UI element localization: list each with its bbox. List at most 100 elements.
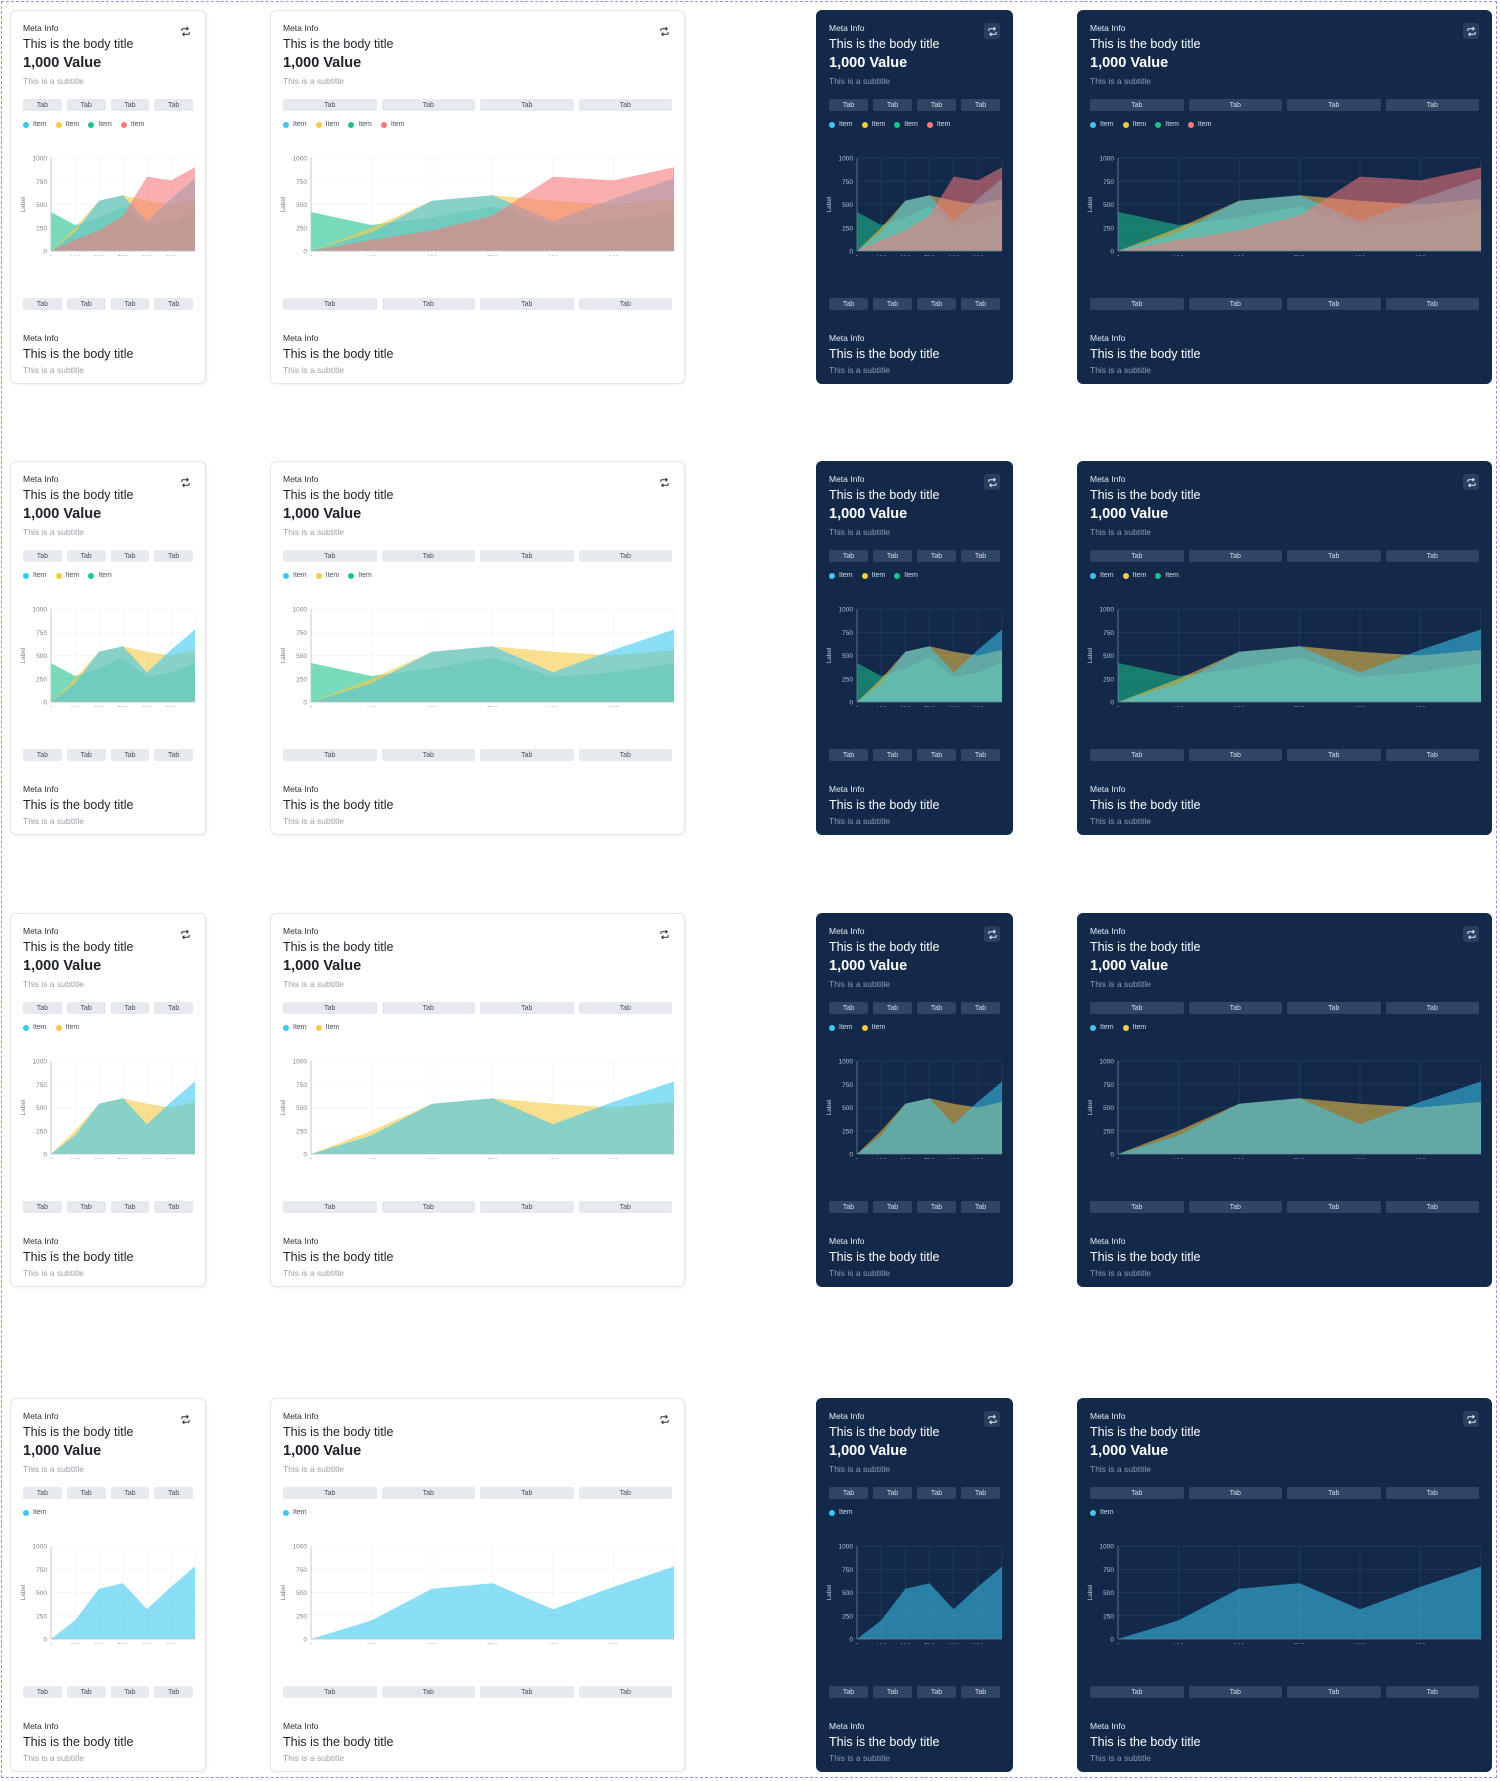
bottom-tab-2[interactable]: Tab bbox=[66, 749, 106, 761]
bottom-tab-4[interactable]: Tab bbox=[154, 298, 193, 310]
legend-item[interactable]: Item bbox=[23, 1509, 47, 1516]
bottom-tab-4[interactable]: Tab bbox=[1385, 298, 1479, 310]
bottom-tab-2[interactable]: Tab bbox=[1188, 1201, 1282, 1213]
legend-item[interactable]: Item bbox=[861, 572, 885, 579]
top-tab-3[interactable]: Tab bbox=[110, 1487, 150, 1499]
legend-item[interactable]: Item bbox=[315, 121, 339, 128]
bottom-tab-3[interactable]: Tab bbox=[1287, 1201, 1381, 1213]
bottom-tab-3[interactable]: Tab bbox=[480, 298, 574, 310]
top-tab-1[interactable]: Tab bbox=[829, 99, 868, 111]
bottom-tab-3[interactable]: Tab bbox=[480, 749, 574, 761]
bottom-tab-3[interactable]: Tab bbox=[480, 1201, 574, 1213]
top-tab-3[interactable]: Tab bbox=[917, 1487, 956, 1499]
top-tab-2[interactable]: Tab bbox=[1188, 550, 1282, 562]
top-tab-2[interactable]: Tab bbox=[1188, 1487, 1282, 1499]
refresh-button[interactable] bbox=[984, 926, 1000, 942]
top-tab-2[interactable]: Tab bbox=[66, 1487, 106, 1499]
refresh-button[interactable] bbox=[177, 474, 193, 490]
legend-item[interactable]: Item bbox=[1090, 121, 1114, 128]
bottom-tab-1[interactable]: Tab bbox=[1090, 298, 1184, 310]
top-tab-3[interactable]: Tab bbox=[480, 550, 574, 562]
bottom-tab-1[interactable]: Tab bbox=[829, 1686, 868, 1698]
bottom-tab-1[interactable]: Tab bbox=[1090, 749, 1184, 761]
legend-item[interactable]: Item bbox=[315, 1024, 339, 1031]
refresh-button[interactable] bbox=[984, 23, 1000, 39]
bottom-tab-3[interactable]: Tab bbox=[917, 298, 956, 310]
legend-item[interactable]: Item bbox=[55, 121, 79, 128]
top-tab-4[interactable]: Tab bbox=[578, 550, 672, 562]
bottom-tab-3[interactable]: Tab bbox=[917, 1686, 956, 1698]
legend-item[interactable]: Item bbox=[829, 1509, 853, 1516]
top-tab-4[interactable]: Tab bbox=[1385, 1487, 1479, 1499]
bottom-tab-2[interactable]: Tab bbox=[381, 749, 475, 761]
top-tab-4[interactable]: Tab bbox=[1385, 1002, 1479, 1014]
top-tab-3[interactable]: Tab bbox=[1287, 1487, 1381, 1499]
bottom-tab-1[interactable]: Tab bbox=[829, 1201, 868, 1213]
top-tab-4[interactable]: Tab bbox=[154, 1002, 193, 1014]
bottom-tab-2[interactable]: Tab bbox=[873, 1201, 912, 1213]
refresh-button[interactable] bbox=[177, 926, 193, 942]
bottom-tab-4[interactable]: Tab bbox=[961, 298, 1000, 310]
bottom-tab-4[interactable]: Tab bbox=[961, 1686, 1000, 1698]
top-tab-3[interactable]: Tab bbox=[1287, 1002, 1381, 1014]
refresh-button[interactable] bbox=[984, 1411, 1000, 1427]
legend-item[interactable]: Item bbox=[120, 121, 145, 128]
bottom-tab-2[interactable]: Tab bbox=[873, 1686, 912, 1698]
refresh-button[interactable] bbox=[1463, 23, 1479, 39]
top-tab-2[interactable]: Tab bbox=[66, 1002, 106, 1014]
bottom-tab-1[interactable]: Tab bbox=[23, 1201, 62, 1213]
bottom-tab-2[interactable]: Tab bbox=[66, 298, 106, 310]
bottom-tab-3[interactable]: Tab bbox=[917, 749, 956, 761]
top-tab-3[interactable]: Tab bbox=[110, 1002, 150, 1014]
refresh-button[interactable] bbox=[177, 23, 193, 39]
refresh-button[interactable] bbox=[1463, 926, 1479, 942]
bottom-tab-1[interactable]: Tab bbox=[23, 298, 62, 310]
top-tab-4[interactable]: Tab bbox=[578, 1487, 672, 1499]
bottom-tab-4[interactable]: Tab bbox=[154, 1201, 193, 1213]
legend-item[interactable]: Item bbox=[23, 572, 47, 579]
bottom-tab-3[interactable]: Tab bbox=[110, 298, 150, 310]
bottom-tab-2[interactable]: Tab bbox=[1188, 298, 1282, 310]
top-tab-4[interactable]: Tab bbox=[1385, 550, 1479, 562]
bottom-tab-4[interactable]: Tab bbox=[578, 1686, 672, 1698]
bottom-tab-1[interactable]: Tab bbox=[283, 1686, 377, 1698]
top-tab-2[interactable]: Tab bbox=[381, 550, 475, 562]
top-tab-2[interactable]: Tab bbox=[1188, 99, 1282, 111]
legend-item[interactable]: Item bbox=[1155, 121, 1179, 128]
legend-item[interactable]: Item bbox=[348, 572, 372, 579]
refresh-button[interactable] bbox=[656, 474, 672, 490]
legend-item[interactable]: Item bbox=[55, 572, 79, 579]
legend-item[interactable]: Item bbox=[88, 121, 112, 128]
legend-item[interactable]: Item bbox=[894, 121, 918, 128]
top-tab-1[interactable]: Tab bbox=[829, 1487, 868, 1499]
top-tab-3[interactable]: Tab bbox=[480, 1002, 574, 1014]
bottom-tab-3[interactable]: Tab bbox=[480, 1686, 574, 1698]
legend-item[interactable]: Item bbox=[1155, 572, 1179, 579]
top-tab-1[interactable]: Tab bbox=[23, 1487, 62, 1499]
top-tab-4[interactable]: Tab bbox=[154, 550, 193, 562]
bottom-tab-2[interactable]: Tab bbox=[873, 749, 912, 761]
top-tab-1[interactable]: Tab bbox=[23, 550, 62, 562]
bottom-tab-2[interactable]: Tab bbox=[1188, 1686, 1282, 1698]
top-tab-4[interactable]: Tab bbox=[961, 99, 1000, 111]
bottom-tab-3[interactable]: Tab bbox=[1287, 298, 1381, 310]
legend-item[interactable]: Item bbox=[1122, 572, 1146, 579]
legend-item[interactable]: Item bbox=[829, 572, 853, 579]
bottom-tab-4[interactable]: Tab bbox=[154, 749, 193, 761]
top-tab-3[interactable]: Tab bbox=[917, 550, 956, 562]
legend-item[interactable]: Item bbox=[1090, 572, 1114, 579]
bottom-tab-3[interactable]: Tab bbox=[1287, 1686, 1381, 1698]
top-tab-4[interactable]: Tab bbox=[154, 1487, 193, 1499]
bottom-tab-1[interactable]: Tab bbox=[283, 1201, 377, 1213]
top-tab-1[interactable]: Tab bbox=[283, 1487, 377, 1499]
bottom-tab-1[interactable]: Tab bbox=[1090, 1201, 1184, 1213]
top-tab-2[interactable]: Tab bbox=[66, 550, 106, 562]
bottom-tab-1[interactable]: Tab bbox=[23, 1686, 62, 1698]
legend-item[interactable]: Item bbox=[1122, 121, 1146, 128]
top-tab-1[interactable]: Tab bbox=[1090, 99, 1184, 111]
bottom-tab-4[interactable]: Tab bbox=[961, 1201, 1000, 1213]
refresh-button[interactable] bbox=[984, 474, 1000, 490]
legend-item[interactable]: Item bbox=[348, 121, 372, 128]
legend-item[interactable]: Item bbox=[1122, 1024, 1146, 1031]
top-tab-2[interactable]: Tab bbox=[381, 1002, 475, 1014]
